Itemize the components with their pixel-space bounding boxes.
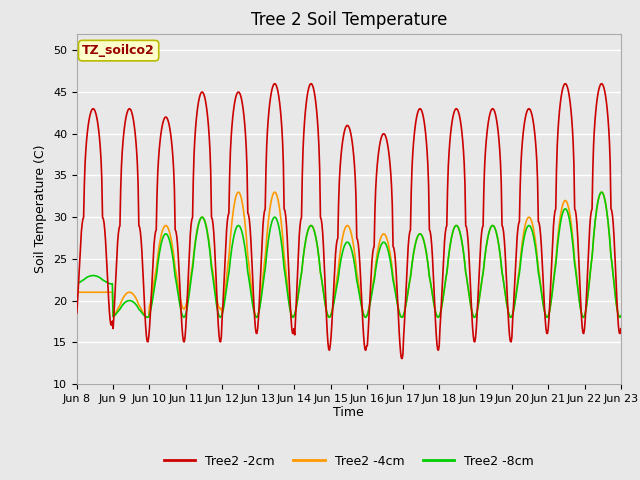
Tree2 -8cm — [139, 311, 147, 316]
Tree2 -4cm — [73, 289, 81, 295]
Tree2 -2cm — [617, 326, 625, 332]
Tree2 -8cm — [83, 275, 90, 280]
Tree2 -8cm — [598, 189, 605, 195]
Tree2 -8cm — [195, 221, 202, 227]
Tree2 -2cm — [398, 356, 406, 361]
Tree2 -8cm — [223, 279, 231, 285]
Tree2 -8cm — [144, 314, 152, 320]
Tree2 -8cm — [617, 313, 625, 319]
Tree2 -4cm — [83, 289, 90, 295]
Tree2 -8cm — [416, 231, 424, 237]
Line: Tree2 -8cm: Tree2 -8cm — [77, 192, 621, 317]
Tree2 -2cm — [83, 137, 90, 143]
Tree2 -4cm — [139, 309, 147, 315]
Line: Tree2 -4cm: Tree2 -4cm — [77, 192, 621, 317]
Text: TZ_soilco2: TZ_soilco2 — [82, 44, 155, 57]
Tree2 -4cm — [144, 314, 152, 320]
Tree2 -8cm — [431, 309, 439, 314]
Tree2 -8cm — [73, 281, 81, 287]
Legend: Tree2 -2cm, Tree2 -4cm, Tree2 -8cm: Tree2 -2cm, Tree2 -4cm, Tree2 -8cm — [159, 450, 539, 473]
Y-axis label: Soil Temperature (C): Soil Temperature (C) — [35, 144, 47, 273]
Tree2 -4cm — [617, 313, 625, 319]
Tree2 -4cm — [223, 267, 231, 273]
Tree2 -4cm — [417, 231, 424, 237]
Tree2 -4cm — [433, 312, 440, 317]
Tree2 -2cm — [433, 331, 440, 337]
Tree2 -2cm — [271, 81, 279, 86]
Tree2 -2cm — [139, 262, 147, 268]
X-axis label: Time: Time — [333, 407, 364, 420]
Tree2 -2cm — [223, 227, 230, 233]
Line: Tree2 -2cm: Tree2 -2cm — [77, 84, 621, 359]
Tree2 -2cm — [417, 106, 424, 112]
Tree2 -4cm — [235, 189, 243, 195]
Tree2 -2cm — [194, 103, 202, 109]
Tree2 -2cm — [73, 310, 81, 316]
Title: Tree 2 Soil Temperature: Tree 2 Soil Temperature — [251, 11, 447, 29]
Tree2 -4cm — [195, 221, 202, 227]
